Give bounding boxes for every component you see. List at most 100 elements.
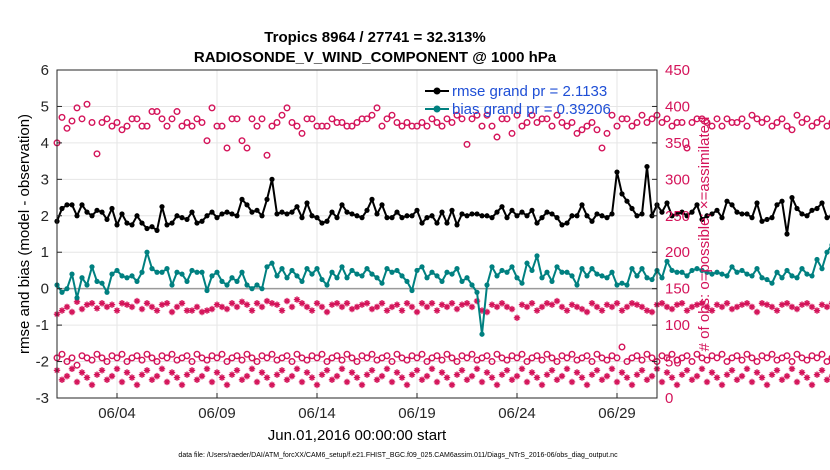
obs-possible-marker [103,115,111,123]
bias-point [319,276,325,283]
bias-point [479,331,485,337]
rmse-point [604,215,610,221]
obs-possible-marker [148,354,156,362]
obs-assimilated-marker [178,381,186,389]
rmse-point [489,215,495,221]
bias-point [299,278,305,284]
bias-point [279,266,285,272]
obs-assimilated-marker [593,367,601,374]
obs-possible-marker [813,118,821,126]
obs-assimilated-marker [808,303,816,311]
obs-assimilated-marker [188,307,196,314]
rmse-point [234,213,240,219]
obs-possible-marker [88,118,96,126]
bias-point [144,249,150,255]
obs-assimilated-marker [493,381,501,389]
obs-assimilated-marker [448,381,456,389]
obs-assimilated-marker [743,300,751,307]
obs-assimilated-marker [788,365,796,373]
obs-assimilated-marker [323,308,331,316]
obs-assimilated-marker [458,367,466,374]
bias-point [374,275,380,281]
obs-assimilated-marker [413,367,421,374]
obs-assimilated-marker [83,301,91,308]
bias-point [704,269,710,275]
rmse-point [364,207,370,213]
obs-possible-marker [738,356,746,364]
obs-assimilated-marker [453,371,461,378]
obs-assimilated-marker [268,300,276,307]
bias-point [124,275,130,281]
y-tick-label-right: 250 [665,208,690,225]
obs-assimilated-marker [228,300,236,307]
obs-assimilated-marker [273,371,281,378]
obs-possible-marker [793,111,801,119]
rmse-point [459,211,465,217]
bias-point [394,267,400,274]
bias-point [84,282,90,288]
bias-point [234,278,240,284]
obs-assimilated-marker [103,376,111,383]
bias-point [514,275,520,281]
obs-possible-marker [378,122,386,130]
obs-possible-marker [443,115,451,123]
obs-assimilated-marker [668,374,676,381]
rmse-point [219,211,225,217]
obs-assimilated-marker [93,371,101,378]
obs-possible-marker [803,115,811,123]
rmse-point [724,198,730,204]
y-tick-label-left: 1 [41,244,49,261]
obs-assimilated-marker [218,303,226,311]
bias-point [599,273,605,279]
obs-possible-marker [398,122,406,130]
rmse-point [629,205,635,212]
obs-assimilated-marker [158,365,166,373]
obs-assimilated-marker [258,303,266,311]
bias-point [434,273,440,279]
obs-possible-marker [548,354,556,362]
rmse-point [294,204,300,210]
rmse-point [124,220,130,226]
bias-point [294,273,300,279]
bias-point [269,260,275,266]
obs-possible-marker [483,352,491,360]
obs-possible-marker [633,352,641,360]
obs-assimilated-marker [133,381,141,389]
bias-point [484,282,490,288]
obs-assimilated-marker [358,301,366,308]
bias-point [464,275,470,281]
obs-possible-marker [153,108,161,116]
rmse-point [574,213,580,219]
obs-possible-marker [133,115,141,123]
obs-assimilated-marker [538,381,546,389]
obs-assimilated-marker [253,378,261,386]
obs-assimilated-marker [308,307,316,314]
obs-possible-marker [748,354,756,362]
obs-assimilated-marker [98,367,106,374]
rmse-point [59,205,65,212]
obs-possible-marker [668,350,676,358]
obs-possible-marker [198,118,206,126]
obs-possible-marker [333,352,341,360]
obs-assimilated-marker [388,303,396,311]
obs-assimilated-marker [638,303,646,311]
obs-possible-marker [713,115,721,123]
rmse-point [664,200,670,206]
obs-possible-marker [368,111,376,119]
obs-possible-marker [608,111,616,119]
obs-assimilated-marker [68,308,76,316]
obs-possible-marker [123,122,131,130]
bias-point [449,271,455,277]
obs-possible-marker [88,356,96,364]
rmse-point [249,209,255,215]
obs-assimilated-marker [233,367,241,374]
obs-possible-marker [238,356,246,364]
obs-possible-marker [518,350,526,358]
obs-possible-marker [638,356,646,364]
bias-point [809,273,815,279]
bias-point [544,269,550,275]
obs-assimilated-marker [423,372,431,380]
obs-possible-marker [703,356,711,364]
obs-assimilated-marker [173,374,181,381]
obs-possible-marker [328,115,336,123]
